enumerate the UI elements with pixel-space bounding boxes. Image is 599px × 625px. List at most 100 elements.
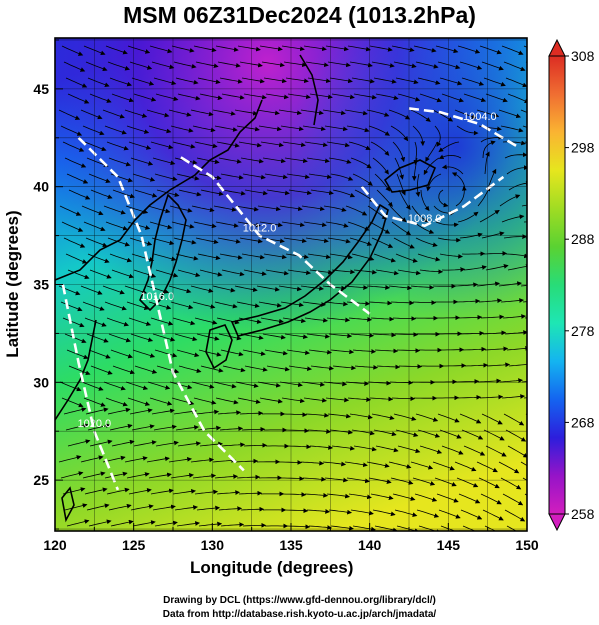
streamline bbox=[220, 173, 244, 180]
streamline bbox=[195, 237, 219, 245]
streamline bbox=[353, 93, 377, 100]
streamline bbox=[169, 205, 193, 213]
streamline bbox=[84, 317, 107, 327]
streamline bbox=[369, 396, 394, 402]
colorbar-bottom-arrow bbox=[548, 513, 566, 532]
streamline bbox=[192, 125, 216, 133]
streamline bbox=[332, 365, 357, 371]
streamline bbox=[302, 476, 327, 482]
streamline bbox=[484, 346, 509, 352]
streamline bbox=[212, 109, 236, 116]
streamline bbox=[88, 519, 112, 527]
streamline bbox=[330, 525, 354, 531]
streamline bbox=[529, 174, 551, 178]
streamline bbox=[458, 314, 483, 320]
streamline bbox=[443, 363, 467, 369]
streamline bbox=[153, 77, 177, 86]
streamline bbox=[485, 264, 509, 271]
streamline bbox=[256, 285, 280, 292]
streamline bbox=[306, 157, 330, 164]
streamline bbox=[171, 45, 195, 53]
streamline bbox=[146, 109, 170, 118]
streamline bbox=[288, 189, 312, 196]
streamline bbox=[306, 333, 330, 339]
streamline bbox=[506, 165, 527, 175]
streamline bbox=[412, 125, 426, 147]
streamline bbox=[111, 93, 134, 103]
streamline bbox=[236, 474, 261, 480]
streamline bbox=[215, 45, 239, 52]
streamline bbox=[419, 93, 442, 103]
streamline bbox=[328, 157, 352, 164]
streamline bbox=[322, 109, 346, 116]
streamline bbox=[367, 205, 387, 220]
streamline bbox=[106, 141, 129, 151]
streamline bbox=[237, 397, 261, 405]
streamline bbox=[85, 407, 109, 415]
streamline bbox=[125, 381, 149, 391]
streamline bbox=[281, 221, 305, 228]
streamline bbox=[304, 141, 328, 148]
streamline bbox=[259, 397, 283, 404]
streamline bbox=[508, 364, 527, 367]
streamline bbox=[456, 477, 479, 488]
streamline bbox=[439, 77, 463, 86]
streamline bbox=[284, 508, 309, 514]
streamline bbox=[376, 189, 393, 207]
streamline bbox=[174, 333, 198, 342]
streamline bbox=[393, 61, 417, 69]
streamline bbox=[528, 430, 547, 442]
streamline bbox=[425, 141, 438, 162]
streamline bbox=[344, 109, 368, 116]
streamline bbox=[525, 237, 527, 239]
streamline bbox=[503, 234, 527, 239]
streamline bbox=[457, 394, 482, 400]
y-axis: 25 30 35 40 45 bbox=[33, 39, 63, 530]
streamline bbox=[332, 189, 356, 198]
streamline bbox=[149, 397, 173, 406]
streamline bbox=[125, 205, 149, 214]
colorbar-tick-label: 288 bbox=[571, 231, 595, 247]
streamline bbox=[132, 173, 156, 182]
streamline bbox=[308, 173, 332, 180]
streamline bbox=[324, 125, 348, 132]
streamline bbox=[308, 525, 333, 530]
streamline bbox=[266, 189, 290, 196]
streamline bbox=[133, 269, 157, 278]
streamline bbox=[454, 109, 477, 119]
streamline bbox=[260, 317, 284, 324]
streamline bbox=[177, 93, 201, 101]
streamline bbox=[283, 412, 308, 418]
streamline bbox=[288, 365, 312, 372]
streamline bbox=[284, 157, 308, 164]
streamline bbox=[281, 476, 305, 481]
streamline bbox=[217, 237, 241, 244]
streamline bbox=[110, 519, 134, 527]
streamline bbox=[64, 503, 88, 511]
y-tick-label: 40 bbox=[33, 179, 49, 195]
streamline bbox=[214, 125, 238, 132]
streamline bbox=[177, 441, 201, 447]
streamline bbox=[393, 237, 415, 249]
streamline bbox=[196, 333, 220, 341]
streamline bbox=[324, 301, 349, 307]
streamline bbox=[216, 317, 240, 325]
streamline bbox=[148, 472, 172, 479]
streamline bbox=[153, 253, 177, 262]
streamline bbox=[344, 285, 369, 290]
streamline bbox=[309, 93, 333, 100]
streamline bbox=[503, 413, 525, 426]
streamline bbox=[130, 333, 154, 342]
streamline bbox=[235, 381, 259, 389]
streamline bbox=[216, 141, 240, 148]
streamline bbox=[260, 141, 284, 148]
streamline bbox=[371, 413, 395, 421]
streamline bbox=[501, 45, 524, 55]
streamline bbox=[196, 157, 220, 165]
streamline bbox=[369, 221, 391, 234]
streamline bbox=[60, 301, 83, 312]
streamline bbox=[309, 269, 333, 275]
streamline bbox=[127, 397, 151, 406]
streamline bbox=[392, 316, 417, 321]
streamline bbox=[105, 397, 128, 407]
